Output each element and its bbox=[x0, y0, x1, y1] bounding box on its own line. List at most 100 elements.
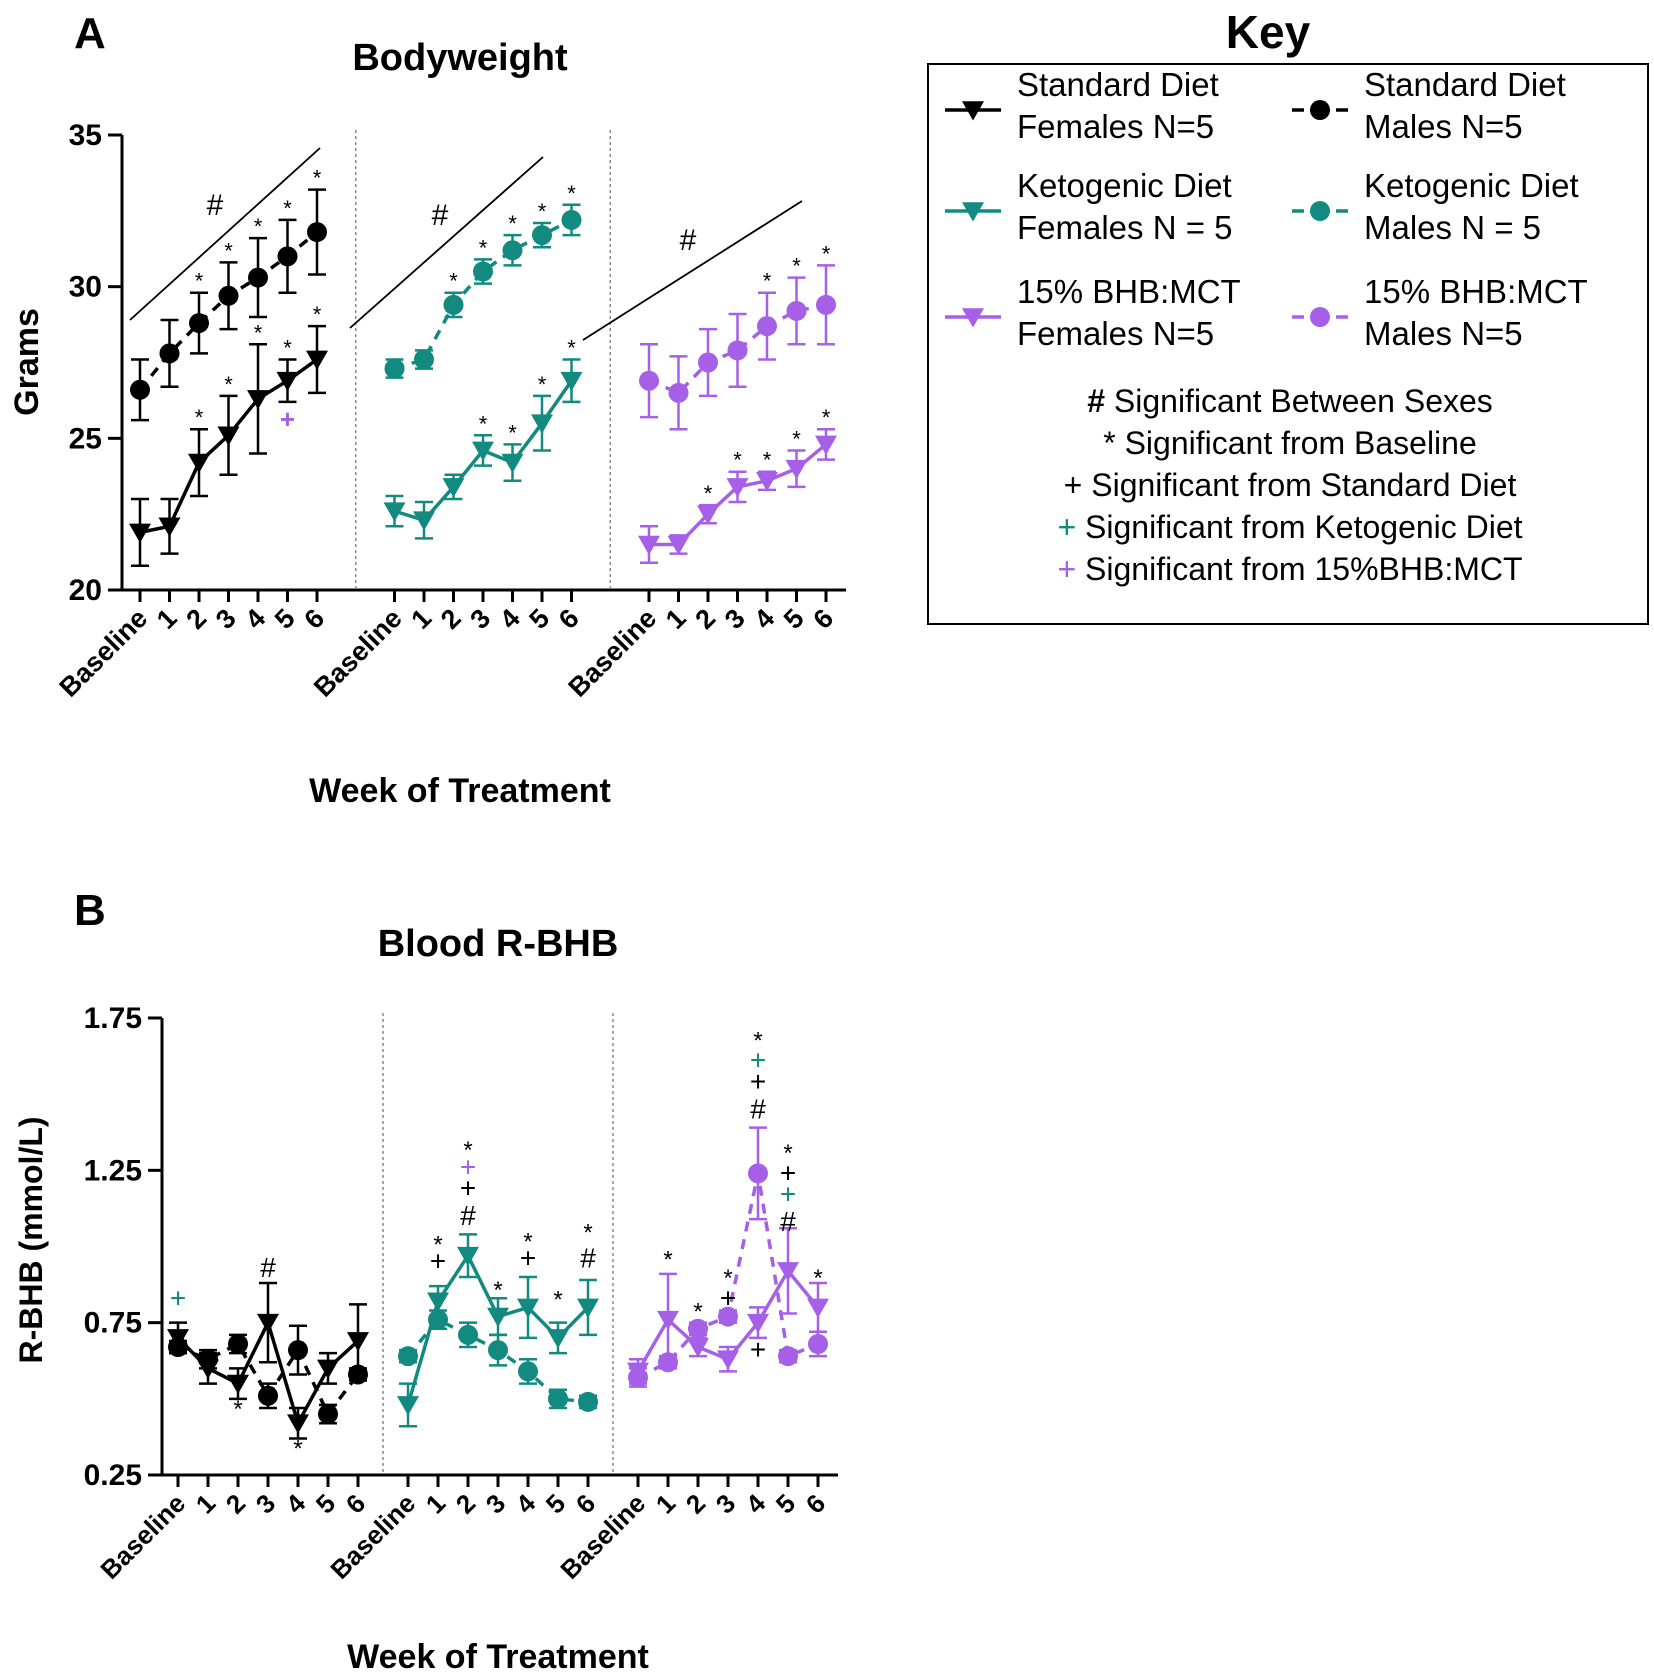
a-females-point bbox=[383, 502, 406, 522]
b-males-point bbox=[518, 1361, 538, 1382]
a-males-point bbox=[816, 294, 836, 315]
a-sex-bracket bbox=[129, 147, 321, 321]
a-x-tick-label: 3 bbox=[464, 603, 496, 635]
legend-items: Standard Diet Females N=5 Standard Diet Mal… bbox=[945, 66, 1588, 352]
b-males-point bbox=[258, 1385, 278, 1406]
a-x-tick-label: 1 bbox=[405, 603, 437, 635]
b-x-tick-label: 1 bbox=[190, 1488, 221, 1519]
a-males-point bbox=[189, 313, 209, 334]
b-annotation: * bbox=[753, 1027, 762, 1054]
panel-a-label: A bbox=[74, 9, 106, 58]
b-x-tick-label: 4 bbox=[280, 1488, 312, 1520]
legend-marker bbox=[962, 308, 984, 328]
a-females-point bbox=[129, 523, 151, 543]
a-females-point bbox=[667, 535, 690, 555]
b-annotation: + bbox=[780, 1179, 796, 1210]
a-females-point bbox=[247, 390, 269, 410]
a-females-point bbox=[638, 535, 660, 555]
b-females-point bbox=[427, 1292, 449, 1312]
panel-a-chart: 20253035Baseline123456**********+#Baseli… bbox=[53, 119, 846, 703]
b-females-point bbox=[547, 1329, 569, 1349]
a-hash: # bbox=[432, 199, 449, 232]
a-females-point bbox=[501, 453, 524, 474]
a-males-point bbox=[786, 300, 807, 321]
a-x-tick-label: 4 bbox=[239, 603, 271, 635]
legend-note: # Significant Between Sexes bbox=[1087, 383, 1493, 419]
a-star-male: * bbox=[479, 235, 488, 260]
b-females-point bbox=[227, 1374, 249, 1395]
b-annotation: * bbox=[693, 1298, 702, 1325]
b-males-point bbox=[778, 1346, 798, 1367]
a-annotation: + bbox=[280, 404, 295, 434]
panel-b-ylabel: R-BHB (mmol/L) bbox=[13, 1116, 49, 1363]
legend-label: Standard Diet bbox=[1017, 66, 1219, 103]
a-males-point bbox=[277, 246, 298, 267]
b-annotation: + bbox=[720, 1282, 736, 1313]
a-males-point bbox=[159, 343, 180, 364]
legend-label: Standard Diet bbox=[1364, 66, 1566, 103]
legend-label: Males N = 5 bbox=[1364, 209, 1541, 246]
b-y-tick-label: 1.25 bbox=[84, 1154, 142, 1187]
b-y-tick-label: 0.75 bbox=[84, 1307, 142, 1340]
a-hash: # bbox=[207, 189, 224, 222]
b-males-point bbox=[228, 1333, 248, 1354]
b-annotation: * bbox=[723, 1265, 732, 1292]
a-x-tick-label: 6 bbox=[553, 603, 585, 635]
legend-marker bbox=[962, 101, 984, 121]
a-star-female: * bbox=[508, 420, 517, 445]
b-annotation: * bbox=[293, 1436, 302, 1463]
legend-note-symbol: + bbox=[1064, 467, 1092, 503]
b-x-tick-label: 3 bbox=[710, 1488, 741, 1519]
b-males-point bbox=[718, 1306, 738, 1327]
a-star-female: * bbox=[283, 335, 292, 360]
a-males-point bbox=[727, 340, 748, 361]
legend-note: + Significant from 15%BHB:MCT bbox=[1057, 551, 1522, 587]
a-star-male: * bbox=[195, 269, 204, 294]
a-y-tick-label: 20 bbox=[69, 574, 102, 607]
legend-note: + Significant from Ketogenic Diet bbox=[1057, 509, 1522, 545]
a-star-male: * bbox=[763, 269, 772, 294]
a-females-point bbox=[472, 441, 494, 461]
a-males-point bbox=[532, 225, 552, 246]
b-females-point bbox=[517, 1298, 539, 1318]
legend-box bbox=[927, 63, 1649, 625]
b-males-point bbox=[458, 1324, 478, 1345]
b-x-tick-label: 5 bbox=[310, 1488, 341, 1519]
b-annotation: # bbox=[260, 1252, 276, 1283]
a-star-male: * bbox=[254, 214, 263, 239]
b-annotation: * bbox=[553, 1286, 562, 1313]
a-star-female: * bbox=[763, 448, 772, 473]
legend-note-text: Significant from Baseline bbox=[1125, 425, 1477, 461]
legend-title: Key bbox=[1226, 6, 1311, 58]
a-star-male: * bbox=[224, 238, 233, 263]
b-males-point bbox=[808, 1333, 828, 1354]
b-females-point bbox=[777, 1262, 799, 1282]
b-x-tick-label: 2 bbox=[450, 1488, 481, 1519]
a-star-male: * bbox=[283, 196, 292, 221]
a-females-point bbox=[531, 414, 553, 434]
b-y-tick-label: 1.75 bbox=[84, 1002, 142, 1035]
a-star-male: * bbox=[792, 254, 801, 279]
a-males-point bbox=[668, 382, 689, 403]
a-females-point bbox=[188, 453, 210, 474]
b-annotation: + bbox=[750, 1066, 766, 1097]
b-annotation: * bbox=[663, 1247, 672, 1274]
b-x-tick-label: 2 bbox=[680, 1488, 711, 1519]
panel-a-xlabel: Week of Treatment bbox=[309, 772, 611, 810]
a-males-point bbox=[414, 349, 434, 370]
legend-marker bbox=[1310, 307, 1330, 327]
a-females-point bbox=[785, 459, 808, 480]
a-males-point bbox=[307, 222, 327, 243]
a-females-point bbox=[413, 511, 435, 531]
a-x-tick-label: 6 bbox=[298, 603, 330, 635]
a-females-point bbox=[158, 517, 181, 537]
b-annotation: * bbox=[493, 1277, 502, 1304]
a-x-tick-label: 3 bbox=[210, 603, 242, 635]
b-females-point bbox=[747, 1313, 769, 1334]
a-males-point bbox=[757, 316, 777, 337]
a-y-tick-label: 30 bbox=[69, 271, 102, 304]
b-annotation: + bbox=[750, 1045, 766, 1076]
a-x-tick-label: 1 bbox=[151, 603, 183, 635]
panel-b-xlabel: Week of Treatment bbox=[347, 1638, 649, 1676]
b-females-point bbox=[347, 1332, 369, 1352]
